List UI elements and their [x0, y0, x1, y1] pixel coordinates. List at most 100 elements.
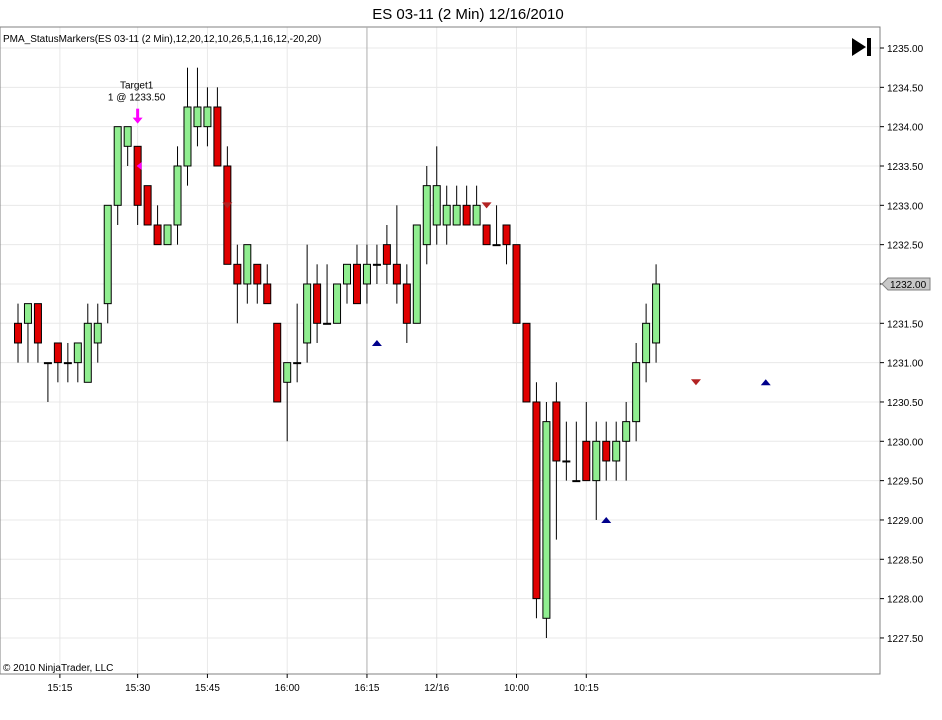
candle-up — [123, 126, 132, 147]
candle-up — [323, 322, 332, 325]
candle-up — [293, 362, 302, 365]
candle-up — [622, 421, 631, 442]
candle-down — [273, 322, 282, 403]
candles-group — [14, 67, 661, 638]
x-tick-label: 10:15 — [574, 683, 599, 694]
candle-up — [612, 440, 621, 462]
candle-down — [253, 263, 262, 285]
markers-group — [222, 202, 771, 523]
y-tick-label: 1228.00 — [887, 595, 924, 606]
candle-down — [532, 401, 541, 600]
candle-down — [133, 145, 142, 206]
x-tick-label: 15:45 — [195, 683, 220, 694]
y-tick-label: 1227.50 — [887, 634, 924, 645]
candle-up — [592, 440, 601, 482]
candle-up — [632, 362, 641, 423]
y-tick-label: 1232.50 — [887, 241, 924, 252]
y-tick-label: 1228.50 — [887, 555, 924, 566]
candle-up — [442, 204, 451, 226]
candle-up — [422, 185, 431, 246]
indicator-label: PMA_StatusMarkers(ES 03-11 (2 Min),12,20… — [3, 34, 321, 45]
candle-up — [362, 263, 371, 285]
candle-up — [173, 165, 182, 226]
candle-up — [432, 185, 441, 226]
candle-up — [283, 362, 292, 383]
candle-up — [113, 126, 122, 206]
plot-border — [0, 26, 881, 675]
candle-up — [343, 263, 352, 285]
candle-down — [462, 204, 471, 226]
y-tick-label: 1235.00 — [887, 44, 924, 55]
candle-up — [163, 224, 172, 246]
candle-down — [143, 185, 152, 226]
candle-down — [552, 401, 561, 462]
candle-up — [93, 322, 102, 344]
candle-up — [73, 342, 82, 364]
candle-up — [472, 204, 481, 226]
y-tick-label: 1229.00 — [887, 516, 924, 527]
x-axis: 15:15 15:30 15:45 16:00 16:15 12/16 10:00 10:15 — [47, 674, 599, 694]
candle-down — [53, 342, 62, 364]
target-annotation: Target1 1 @ 1233.50 — [108, 81, 166, 170]
x-tick-label: 15:30 — [125, 683, 150, 694]
last-price-box — [881, 277, 931, 291]
candle-up — [492, 244, 501, 247]
candle-up — [562, 460, 571, 463]
candle-down — [14, 322, 22, 344]
candle-down — [392, 263, 401, 285]
candle-down — [482, 224, 491, 246]
target-label: Target1 — [120, 81, 154, 92]
window-title: ES 03-11 (2 Min) 12/16/2010 — [372, 6, 564, 23]
candle-up — [372, 263, 381, 266]
x-tick-label: 10:00 — [504, 683, 529, 694]
sell-marker-icon — [222, 202, 233, 209]
candle-down — [263, 283, 272, 305]
candle-up — [333, 283, 342, 324]
target-down-arrow-icon — [132, 117, 143, 124]
candle-up — [63, 362, 72, 365]
y-tick-label: 1231.50 — [887, 319, 924, 330]
candle-up — [103, 204, 112, 305]
candle-up — [193, 106, 202, 128]
buy-marker-icon — [601, 516, 612, 523]
y-tick-label: 1234.50 — [887, 83, 924, 94]
candle-up — [542, 421, 551, 619]
y-tick-label: 1231.00 — [887, 359, 924, 370]
y-tick-label: 1234.00 — [887, 123, 924, 134]
target-price-label: 1 @ 1233.50 — [108, 93, 166, 104]
candle-down — [233, 263, 242, 285]
candle-up — [23, 303, 32, 324]
candle-up — [572, 480, 581, 483]
candle-down — [582, 440, 591, 482]
x-tick-label: 16:15 — [354, 683, 379, 694]
candle-up — [243, 244, 252, 285]
skip-to-end-icon[interactable] — [852, 38, 871, 56]
buy-marker-icon — [371, 339, 382, 346]
x-tick-label: 15:15 — [47, 683, 72, 694]
candle-up — [412, 224, 421, 324]
copyright-label: © 2010 NinjaTrader, LLC — [3, 663, 113, 674]
candle-down — [313, 283, 322, 324]
candle-down — [223, 165, 232, 265]
y-tick-label: 1229.50 — [887, 477, 924, 488]
candle-up — [83, 322, 92, 383]
buy-marker-icon — [760, 379, 771, 386]
last-price-value: 1232.00 — [890, 280, 927, 291]
y-tick-label: 1233.50 — [887, 162, 924, 173]
candle-down — [402, 283, 411, 324]
candle-down — [153, 224, 162, 246]
candle-down — [33, 303, 42, 344]
candle-down — [213, 106, 222, 167]
last-price-tag: 1232.00 — [881, 277, 931, 291]
candle-up — [203, 106, 212, 128]
candle-down — [382, 244, 391, 265]
candle-down — [602, 440, 611, 462]
candle-down — [352, 263, 361, 305]
candle-up — [452, 204, 461, 226]
target-left-arrow-icon — [136, 161, 142, 170]
x-tick-label: 12/16 — [424, 683, 449, 694]
sell-marker-icon — [481, 202, 492, 209]
y-tick-label: 1230.50 — [887, 398, 924, 409]
